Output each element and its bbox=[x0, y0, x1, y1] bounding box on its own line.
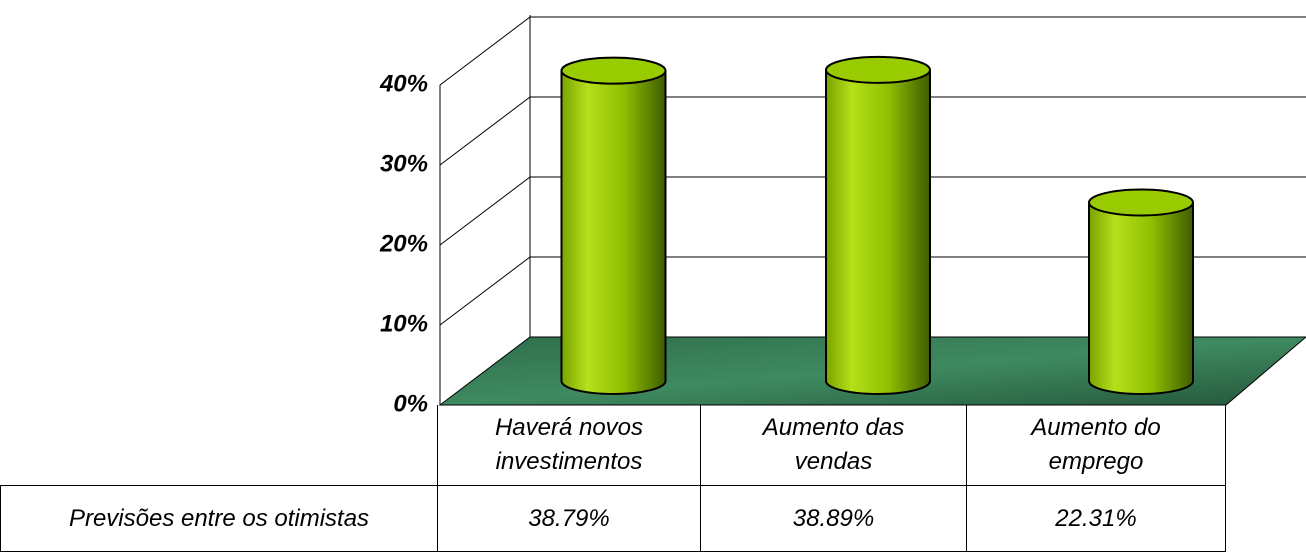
grid-line bbox=[439, 256, 1306, 326]
data-label: 22.31% bbox=[966, 485, 1226, 552]
grid-line bbox=[439, 96, 1306, 166]
legend-label: Previsões entre os otimistas bbox=[0, 485, 437, 552]
x-tick-label: Aumento das vendas bbox=[700, 405, 966, 485]
y-tick-label: 30% bbox=[380, 150, 428, 177]
y-tick-label: 0% bbox=[393, 390, 428, 417]
y-tick-label: 20% bbox=[379, 230, 428, 257]
bar bbox=[560, 69, 667, 395]
grid-line bbox=[439, 176, 1306, 246]
bar-top bbox=[825, 55, 931, 84]
grid-line bbox=[439, 16, 1306, 86]
data-label: 38.79% bbox=[437, 485, 700, 552]
bar-top bbox=[1088, 188, 1194, 217]
bar bbox=[825, 68, 931, 395]
y-tick-label: 10% bbox=[380, 310, 428, 337]
bar bbox=[1088, 201, 1194, 395]
y-tick-label: 40% bbox=[379, 70, 428, 97]
x-tick-label: Haverá novos investimentos bbox=[437, 405, 700, 485]
data-label: 38.89% bbox=[700, 485, 966, 552]
bar-top bbox=[560, 56, 667, 85]
x-tick-label: Aumento do emprego bbox=[966, 405, 1226, 485]
